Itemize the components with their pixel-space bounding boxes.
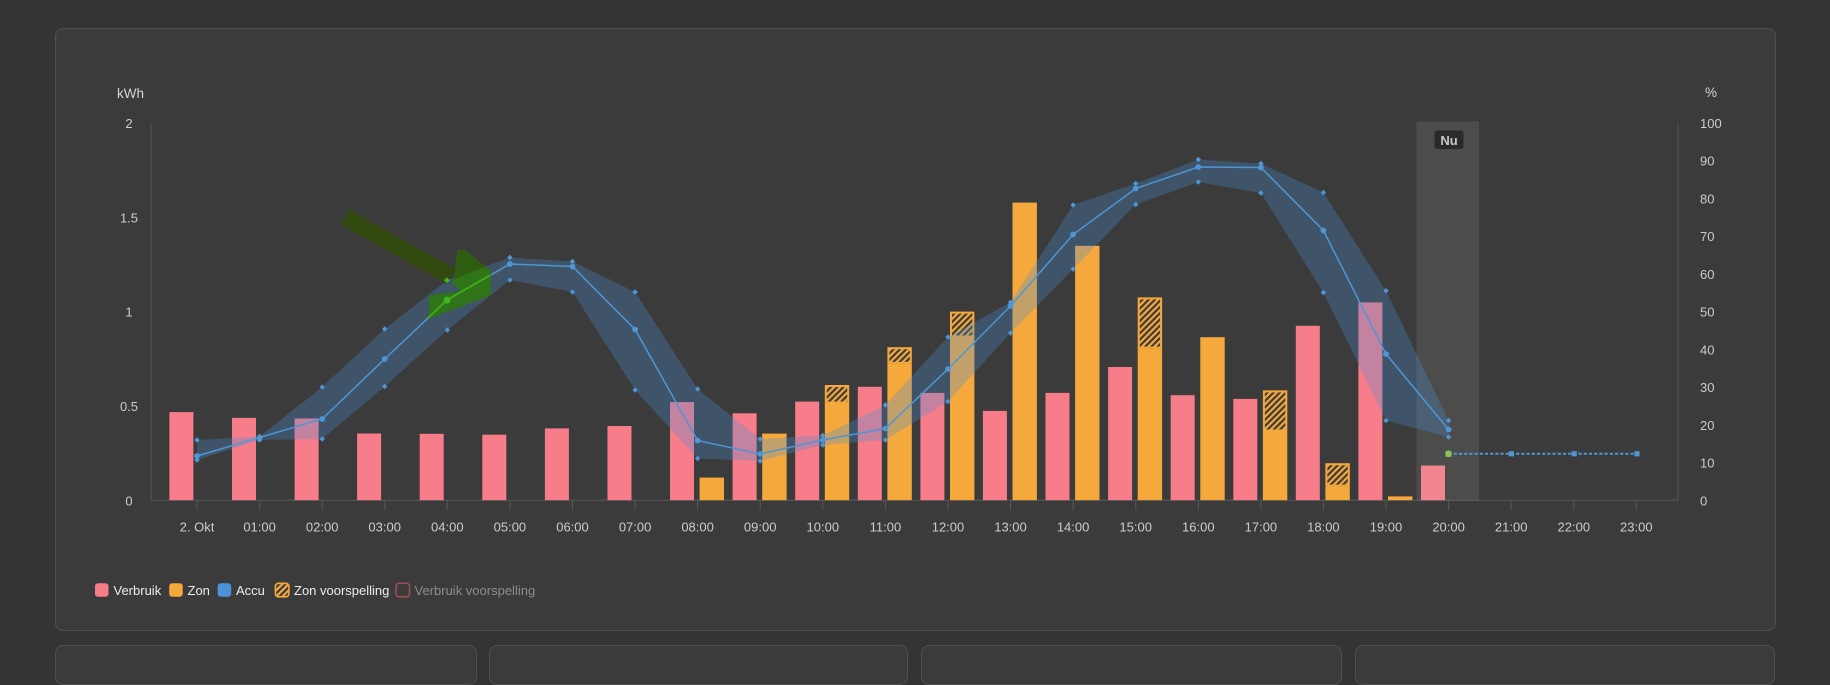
svg-text:05:00: 05:00 [494,520,527,535]
svg-text:Zon: Zon [188,583,210,598]
svg-text:12:00: 12:00 [932,520,965,535]
svg-text:17:00: 17:00 [1245,520,1278,535]
svg-text:30: 30 [1700,380,1714,395]
svg-text:Verbruik voorspelling: Verbruik voorspelling [415,583,536,598]
svg-text:Nu: Nu [1440,133,1457,148]
svg-text:02:00: 02:00 [306,520,339,535]
svg-text:13:00: 13:00 [994,520,1027,535]
svg-text:15:00: 15:00 [1119,520,1152,535]
svg-text:70: 70 [1700,229,1714,244]
svg-text:0: 0 [1700,493,1707,508]
svg-text:18:00: 18:00 [1307,520,1340,535]
svg-text:09:00: 09:00 [744,520,777,535]
svg-text:Zon voorspelling: Zon voorspelling [294,583,389,598]
svg-text:kWh: kWh [117,86,144,101]
svg-text:2: 2 [125,116,132,131]
svg-text:03:00: 03:00 [368,520,401,535]
svg-text:22:00: 22:00 [1558,520,1591,535]
svg-text:11:00: 11:00 [870,520,902,535]
svg-text:50: 50 [1700,305,1714,320]
svg-text:80: 80 [1700,192,1714,207]
svg-text:90: 90 [1700,154,1714,169]
svg-text:10: 10 [1700,456,1714,471]
svg-text:19:00: 19:00 [1370,520,1403,535]
svg-text:23:00: 23:00 [1620,520,1653,535]
svg-text:1.5: 1.5 [120,210,138,225]
svg-text:1: 1 [125,305,132,320]
svg-text:08:00: 08:00 [681,520,714,535]
svg-text:20:00: 20:00 [1432,520,1465,535]
svg-text:2. Okt: 2. Okt [180,520,215,535]
svg-text:0.5: 0.5 [120,399,138,414]
svg-text:10:00: 10:00 [807,520,840,535]
svg-text:100: 100 [1700,116,1722,131]
svg-text:14:00: 14:00 [1057,520,1090,535]
svg-text:07:00: 07:00 [619,520,652,535]
svg-text:20: 20 [1700,418,1714,433]
svg-text:16:00: 16:00 [1182,520,1215,535]
svg-text:01:00: 01:00 [243,520,276,535]
svg-text:0: 0 [125,493,132,508]
svg-text:Accu: Accu [236,583,265,598]
svg-text:40: 40 [1700,342,1714,357]
svg-text:06:00: 06:00 [556,520,589,535]
svg-text:04:00: 04:00 [431,520,464,535]
svg-text:Verbruik: Verbruik [114,583,162,598]
svg-text:21:00: 21:00 [1495,520,1528,535]
svg-text:%: % [1705,85,1717,100]
svg-text:60: 60 [1700,267,1714,282]
